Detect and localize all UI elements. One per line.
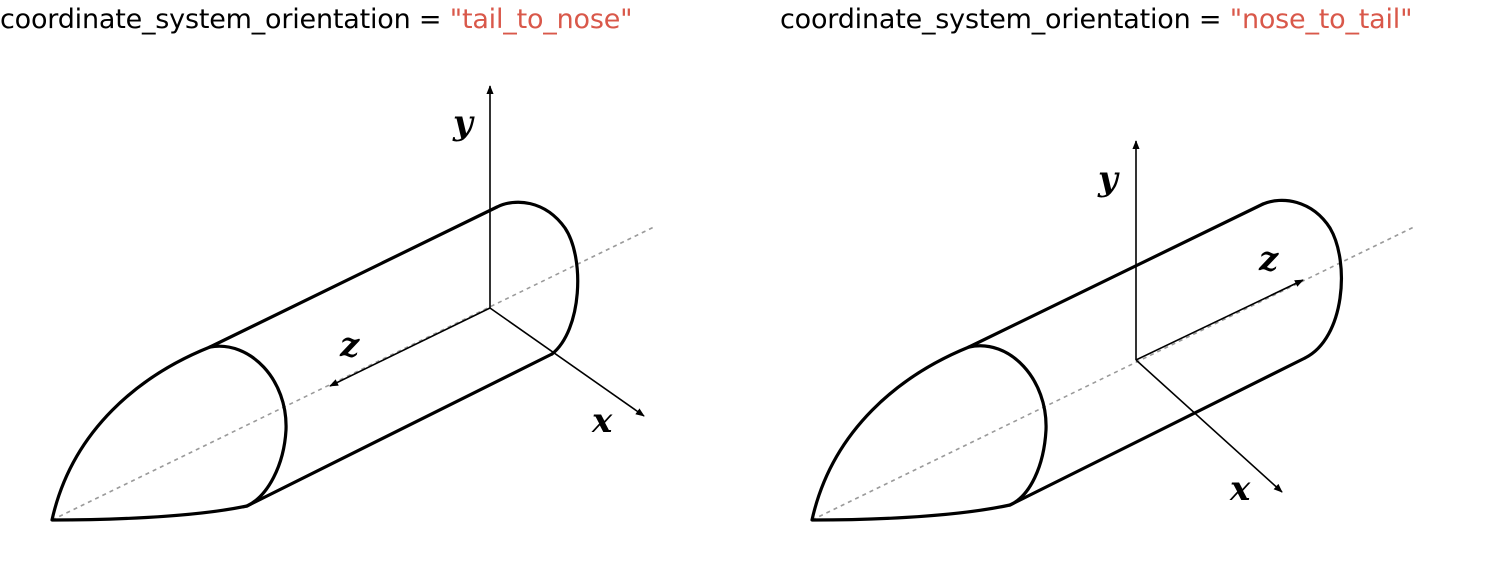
centerline	[811, 225, 1417, 521]
rocket-body	[810, 198, 1344, 522]
caption-key: coordinate_system_orientation	[0, 4, 411, 35]
y-axis-label: y	[1097, 159, 1120, 199]
x-axis	[1135, 359, 1283, 493]
upper-edge	[967, 202, 1265, 349]
caption-value: "nose_to_tail"	[1229, 4, 1413, 35]
nose-cone	[810, 345, 1012, 522]
panel-tail-to-nose: y x z	[50, 85, 657, 522]
tail-arc	[1261, 198, 1344, 360]
rocket-body	[50, 200, 580, 522]
caption-operator: =	[418, 4, 442, 35]
lower-edge	[1008, 356, 1307, 507]
z-axis	[329, 307, 491, 387]
x-axis-label: x	[591, 401, 613, 441]
nose-joint-arc	[967, 344, 1048, 507]
x-axis-label: x	[1229, 469, 1251, 509]
y-axis-label: y	[452, 103, 475, 143]
axes-nose-to-tail: y x z	[1097, 140, 1304, 509]
panel-nose-to-tail: y x z	[810, 140, 1417, 522]
caption-tail-to-nose: coordinate_system_orientation = "tail_to…	[0, 2, 633, 38]
caption-operator: =	[1198, 4, 1222, 35]
caption-key: coordinate_system_orientation	[780, 4, 1191, 35]
axes-tail-to-nose: y x z	[329, 85, 645, 441]
caption-nose-to-tail: coordinate_system_orientation = "nose_to…	[780, 2, 1413, 38]
nose-joint-arc	[208, 344, 288, 508]
z-axis-label: z	[1258, 239, 1279, 279]
tail-arc	[495, 200, 580, 356]
upper-edge	[208, 205, 499, 349]
caption-value: "tail_to_nose"	[449, 4, 633, 35]
centerline	[51, 225, 657, 521]
z-axis	[1135, 279, 1304, 361]
nose-cone	[50, 345, 249, 522]
z-axis-label: z	[339, 325, 360, 365]
x-axis	[489, 307, 645, 417]
lower-edge	[245, 352, 554, 508]
